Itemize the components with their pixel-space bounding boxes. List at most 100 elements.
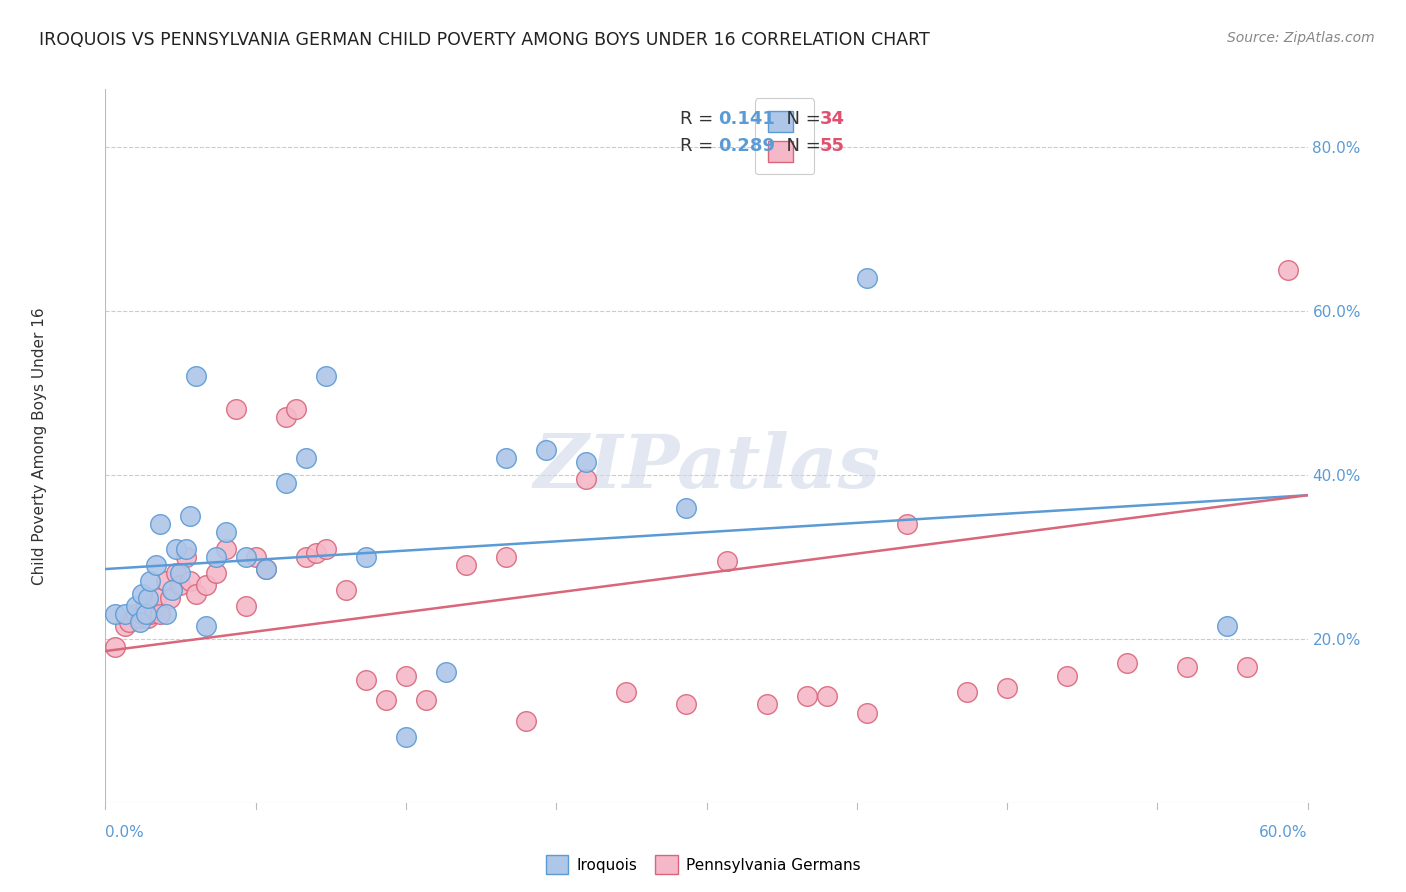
- Point: [395, 668, 418, 682]
- Point: [184, 369, 207, 384]
- Point: [1116, 657, 1139, 671]
- Point: [165, 566, 187, 581]
- Point: [454, 558, 477, 572]
- Point: [104, 640, 127, 654]
- Point: [716, 554, 738, 568]
- Point: [755, 698, 778, 712]
- Point: [148, 607, 170, 622]
- Point: [434, 665, 457, 679]
- Point: [114, 607, 136, 622]
- Point: [214, 525, 236, 540]
- Point: [1236, 660, 1258, 674]
- Text: 0.289: 0.289: [718, 137, 776, 155]
- Point: [165, 541, 187, 556]
- Point: [179, 508, 201, 523]
- Point: [131, 587, 153, 601]
- Point: [274, 410, 297, 425]
- Point: [354, 673, 377, 687]
- Point: [254, 562, 277, 576]
- Point: [174, 549, 197, 564]
- Point: [335, 582, 357, 597]
- Point: [274, 475, 297, 490]
- Point: [155, 574, 177, 589]
- Point: [374, 693, 398, 707]
- Text: 34: 34: [820, 111, 845, 128]
- Point: [155, 607, 177, 622]
- Point: [305, 546, 328, 560]
- Point: [135, 607, 157, 622]
- Point: [124, 607, 146, 622]
- Text: N =: N =: [775, 111, 827, 128]
- Point: [896, 516, 918, 531]
- Point: [675, 698, 697, 712]
- Point: [194, 619, 217, 633]
- Point: [159, 591, 181, 605]
- Point: [136, 591, 159, 605]
- Legend: Iroquois, Pennsylvania Germans: Iroquois, Pennsylvania Germans: [540, 849, 866, 880]
- Text: N =: N =: [775, 137, 827, 155]
- Text: 60.0%: 60.0%: [1260, 825, 1308, 839]
- Point: [1216, 619, 1239, 633]
- Point: [354, 549, 377, 564]
- Point: [104, 607, 127, 622]
- Point: [855, 706, 877, 720]
- Text: 55: 55: [820, 137, 845, 155]
- Text: Source: ZipAtlas.com: Source: ZipAtlas.com: [1227, 31, 1375, 45]
- Point: [855, 270, 877, 285]
- Point: [295, 549, 318, 564]
- Point: [145, 591, 167, 605]
- Point: [995, 681, 1018, 695]
- Point: [415, 693, 437, 707]
- Point: [136, 611, 159, 625]
- Point: [815, 689, 838, 703]
- Point: [675, 500, 697, 515]
- Point: [128, 611, 150, 625]
- Point: [515, 714, 537, 728]
- Point: [616, 685, 638, 699]
- Text: 0.141: 0.141: [718, 111, 776, 128]
- Point: [295, 451, 318, 466]
- Point: [956, 685, 979, 699]
- Point: [114, 619, 136, 633]
- Point: [235, 549, 257, 564]
- Point: [495, 451, 517, 466]
- Point: [284, 402, 307, 417]
- Text: IROQUOIS VS PENNSYLVANIA GERMAN CHILD POVERTY AMONG BOYS UNDER 16 CORRELATION CH: IROQUOIS VS PENNSYLVANIA GERMAN CHILD PO…: [39, 31, 931, 49]
- Point: [135, 599, 157, 613]
- Point: [160, 582, 183, 597]
- Point: [315, 369, 337, 384]
- Point: [534, 443, 557, 458]
- Point: [315, 541, 337, 556]
- Point: [148, 516, 170, 531]
- Legend: , : ,: [755, 98, 814, 174]
- Text: Child Poverty Among Boys Under 16: Child Poverty Among Boys Under 16: [32, 307, 46, 585]
- Point: [118, 615, 141, 630]
- Point: [796, 689, 818, 703]
- Point: [254, 562, 277, 576]
- Point: [131, 607, 153, 622]
- Point: [128, 615, 150, 630]
- Point: [179, 574, 201, 589]
- Point: [495, 549, 517, 564]
- Point: [1277, 262, 1299, 277]
- Point: [1177, 660, 1199, 674]
- Point: [575, 455, 598, 469]
- Point: [138, 607, 160, 622]
- Point: [245, 549, 267, 564]
- Point: [194, 578, 217, 592]
- Point: [1056, 668, 1078, 682]
- Point: [142, 603, 165, 617]
- Point: [214, 541, 236, 556]
- Text: R =: R =: [681, 111, 718, 128]
- Point: [174, 541, 197, 556]
- Point: [145, 558, 167, 572]
- Point: [124, 599, 146, 613]
- Point: [204, 549, 226, 564]
- Text: ZIPatlas: ZIPatlas: [533, 431, 880, 504]
- Text: R =: R =: [681, 137, 718, 155]
- Point: [169, 566, 191, 581]
- Point: [169, 578, 191, 592]
- Text: 0.0%: 0.0%: [105, 825, 145, 839]
- Point: [235, 599, 257, 613]
- Point: [575, 472, 598, 486]
